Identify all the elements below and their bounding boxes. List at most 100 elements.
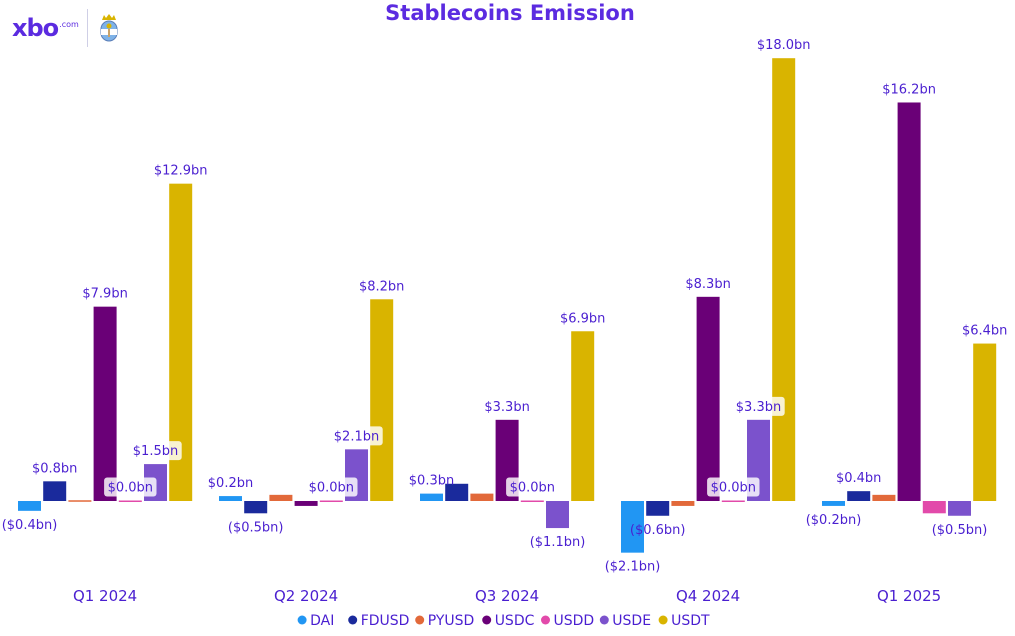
x-tick-q3-2024: Q3 2024 — [475, 587, 539, 605]
data-label-dai-q2-2024: $0.2bn — [208, 476, 253, 491]
legend-label-usdc: USDC — [495, 613, 535, 629]
legend-marker-usde — [599, 615, 609, 625]
bar-dai-q1-2024 — [18, 501, 41, 511]
data-label-usde-q4-2024: $3.3bn — [736, 400, 781, 415]
chart-title: Stablecoins Emission — [385, 1, 635, 25]
data-label-bg-usde-q2-2024 — [330, 426, 383, 446]
bar-usdd-q2-2024 — [319, 500, 343, 503]
bar-pyusd-q1-2025 — [872, 494, 896, 501]
bar-usdt-q2-2024 — [370, 299, 394, 501]
data-label-usdc-q1-2025: $16.2bn — [882, 82, 936, 97]
data-label-bg-usde-q3-2024 — [523, 532, 592, 552]
bar-pyusd-q2-2024 — [269, 494, 293, 501]
data-label-usdt-q4-2024: $18.0bn — [757, 38, 811, 53]
bar-dai-q4-2024 — [621, 501, 644, 553]
bar-layer — [18, 58, 997, 553]
data-label-bg-usdt-q3-2024 — [556, 308, 609, 328]
bar-fdusd-q1-2024 — [43, 481, 67, 501]
legend-marker-usdt — [658, 615, 668, 625]
data-label-bg-usdt-q1-2025 — [958, 320, 1011, 340]
data-label-layer: ($0.4bn) $0.8bn $7.9bn $0.0bn $1.5bn $12.9bn $… — [2, 35, 1011, 575]
data-label-bg-usdd-q3-2024 — [506, 477, 559, 497]
bar-fdusd-q2-2024 — [244, 501, 268, 514]
x-axis-ticks: Q1 2024 Q2 2024 Q3 2024 Q4 2024 Q1 2025 — [73, 587, 941, 605]
legend-label-usde: USDE — [612, 613, 651, 629]
legend-marker-pyusd — [415, 615, 425, 625]
data-label-bg-usdd-q2-2024 — [305, 477, 358, 497]
bar-fdusd-q4-2024 — [646, 501, 670, 516]
data-label-bg-usdd-q1-2024 — [104, 477, 157, 497]
bar-usdc-q4-2024 — [696, 296, 720, 501]
data-label-bg-usdt-q1-2024 — [150, 160, 211, 180]
bar-pyusd-q3-2024 — [470, 493, 494, 501]
legend-label-pyusd: PYUSD — [428, 613, 475, 629]
data-label-bg-usdt-q2-2024 — [355, 276, 408, 296]
bar-usdt-q1-2024 — [169, 183, 193, 501]
bar-pyusd-q1-2024 — [68, 500, 92, 502]
data-label-usde-q2-2024: $2.1bn — [334, 429, 379, 444]
legend-label-fdusd: FDUSD — [361, 613, 410, 629]
x-tick-q4-2024: Q4 2024 — [676, 587, 740, 605]
data-label-usdd-q3-2024: $0.0bn — [510, 481, 555, 496]
data-label-dai-q1-2024: ($0.4bn) — [2, 518, 58, 533]
legend-marker-usdc — [482, 615, 492, 625]
bar-usde-q3-2024 — [546, 501, 569, 529]
legend: DAI FDUSD PYUSD USDC USDD USDE USDT — [297, 613, 710, 629]
bar-usdc-q1-2025 — [897, 102, 921, 501]
data-label-usdc-q1-2024: $7.9bn — [82, 287, 127, 302]
data-label-usde-q1-2024: $1.5bn — [133, 444, 178, 459]
bar-usdd-q1-2025 — [922, 501, 946, 514]
data-label-bg-usde-q1-2025 — [925, 519, 994, 539]
legend-label-usdd: USDD — [554, 613, 595, 629]
data-label-usde-q3-2024: ($1.1bn) — [530, 535, 586, 550]
data-label-usdd-q4-2024: $0.0bn — [711, 481, 756, 496]
data-label-bg-usde-q4-2024 — [732, 396, 785, 416]
data-label-usdt-q2-2024: $8.2bn — [359, 279, 404, 294]
bar-usdt-q1-2025 — [973, 343, 997, 501]
data-label-bg-usdd-q4-2024 — [707, 477, 760, 497]
data-label-usdt-q3-2024: $6.9bn — [560, 311, 605, 326]
bar-usde-q1-2025 — [948, 501, 971, 516]
x-tick-q1-2024: Q1 2024 — [73, 587, 137, 605]
bar-usdt-q3-2024 — [571, 331, 595, 501]
data-label-dai-q4-2024: ($2.1bn) — [605, 560, 661, 575]
data-label-fdusd-q2-2024: ($0.5bn) — [228, 520, 284, 535]
data-label-fdusd-q1-2024: $0.8bn — [32, 461, 77, 476]
brand-divider — [86, 9, 88, 47]
legend-label-dai: DAI — [310, 613, 334, 629]
data-label-usdt-q1-2024: $12.9bn — [154, 164, 208, 179]
x-tick-q1-2025: Q1 2025 — [877, 587, 941, 605]
national-crest-icon — [100, 14, 118, 42]
data-label-dai-q1-2025: ($0.2bn) — [806, 513, 862, 528]
bar-dai-q2-2024 — [219, 496, 242, 501]
brand-logo: xbo .com — [12, 8, 120, 48]
legend-marker-dai — [297, 615, 307, 625]
data-label-usdc-q3-2024: $3.3bn — [484, 400, 529, 415]
bar-dai-q3-2024 — [420, 493, 443, 501]
data-label-dai-q3-2024: $0.3bn — [409, 474, 454, 489]
data-label-bg-usdt-q4-2024 — [753, 35, 814, 55]
bar-usdc-q1-2024 — [93, 306, 117, 501]
bar-usdd-q3-2024 — [520, 500, 544, 503]
brand-domain-suffix: .com — [59, 19, 79, 29]
data-label-fdusd-q4-2024: ($0.6bn) — [630, 523, 686, 538]
bar-fdusd-q1-2025 — [847, 491, 871, 501]
bar-usdd-q4-2024 — [721, 500, 745, 503]
bar-fdusd-q3-2024 — [445, 483, 469, 501]
data-label-usdc-q4-2024: $8.3bn — [685, 277, 730, 292]
bar-usdc-q2-2024 — [294, 501, 318, 506]
bar-usdt-q4-2024 — [772, 58, 796, 501]
bar-dai-q1-2025 — [822, 501, 845, 506]
legend-label-usdt: USDT — [671, 613, 710, 629]
brand-name: xbo — [12, 14, 59, 42]
bar-usdd-q1-2024 — [118, 500, 142, 503]
bar-pyusd-q4-2024 — [671, 501, 695, 506]
legend-marker-fdusd — [348, 615, 358, 625]
data-label-usdt-q1-2025: $6.4bn — [962, 324, 1007, 339]
data-label-fdusd-q1-2025: $0.4bn — [836, 471, 881, 486]
data-label-usdd-q1-2024: $0.0bn — [108, 481, 153, 496]
data-label-usde-q1-2025: ($0.5bn) — [932, 523, 988, 538]
legend-marker-usdd — [541, 615, 550, 625]
data-label-usdd-q2-2024: $0.0bn — [309, 481, 354, 496]
